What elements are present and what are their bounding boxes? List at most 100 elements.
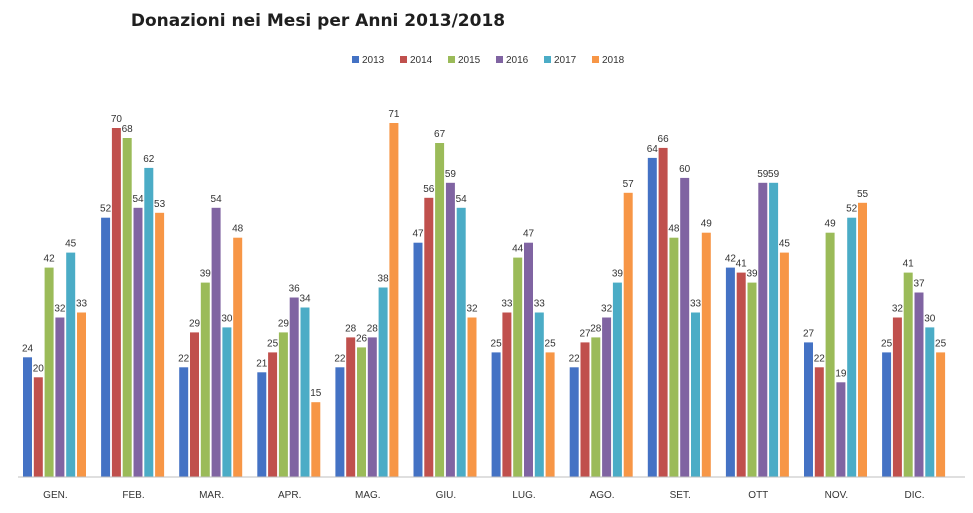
- bar-2014-5: [424, 197, 434, 478]
- bar-2018-6: [545, 352, 555, 477]
- value-label-2015-7: 28: [590, 323, 602, 334]
- value-label-2018-1: 53: [154, 199, 166, 210]
- legend-swatch-2015: [448, 56, 455, 63]
- chart-title: Donazioni nei Mesi per Anni 2013/2018: [131, 11, 505, 31]
- value-label-2013-11: 25: [881, 338, 893, 349]
- bar-2018-4: [389, 123, 399, 477]
- legend-label-2018: 2018: [602, 55, 625, 66]
- bar-2016-1: [133, 207, 143, 478]
- bar-2014-0: [33, 377, 43, 477]
- legend-label-2015: 2015: [458, 55, 481, 66]
- value-label-2016-8: 60: [679, 164, 691, 175]
- bar-2014-10: [814, 367, 824, 477]
- bar-2013-4: [335, 367, 345, 477]
- value-label-2015-1: 68: [122, 124, 134, 135]
- value-label-2017-3: 34: [299, 294, 311, 305]
- bar-2015-8: [669, 237, 679, 477]
- x-tick-label-10: NOV.: [825, 490, 849, 501]
- value-label-2016-2: 54: [211, 194, 223, 205]
- bar-2016-10: [836, 382, 846, 477]
- bar-2016-7: [602, 317, 612, 477]
- bar-2013-11: [882, 352, 892, 477]
- bar-2016-6: [524, 242, 533, 477]
- x-tick-label-11: DIC.: [905, 490, 925, 501]
- value-label-2016-5: 59: [445, 169, 457, 180]
- bar-2013-0: [23, 357, 32, 477]
- bar-2015-6: [513, 257, 523, 477]
- bar-2018-0: [77, 312, 86, 477]
- bar-2014-4: [346, 337, 356, 477]
- legend-label-2016: 2016: [506, 55, 529, 66]
- legend-swatch-2016: [496, 56, 503, 63]
- bar-2018-3: [311, 402, 321, 477]
- bar-2017-5: [456, 207, 466, 478]
- value-label-2014-6: 33: [501, 299, 513, 310]
- value-label-2013-4: 22: [334, 353, 346, 364]
- value-label-2014-4: 28: [345, 323, 357, 334]
- bar-2013-1: [101, 217, 111, 477]
- value-label-2016-11: 37: [913, 279, 925, 290]
- bar-2017-8: [691, 312, 700, 477]
- bar-2018-7: [623, 192, 633, 478]
- value-label-2018-10: 55: [857, 189, 869, 200]
- bar-2014-11: [892, 317, 902, 477]
- bar-2014-7: [580, 342, 590, 477]
- value-label-2015-2: 39: [200, 269, 212, 280]
- bar-2013-7: [569, 367, 579, 477]
- value-label-2018-8: 49: [701, 219, 713, 230]
- bar-2018-8: [701, 232, 711, 477]
- value-label-2016-10: 19: [835, 368, 847, 379]
- bar-2018-9: [779, 252, 789, 477]
- bar-2017-1: [144, 167, 154, 477]
- value-label-2015-5: 67: [434, 129, 446, 140]
- bar-2015-9: [747, 282, 757, 477]
- legend-swatch-2018: [592, 56, 599, 63]
- value-label-2013-7: 22: [569, 353, 581, 364]
- bar-2013-8: [647, 157, 657, 477]
- bar-2015-11: [903, 272, 913, 477]
- x-tick-label-5: GIU.: [436, 490, 457, 501]
- x-tick-label-1: FEB.: [122, 490, 144, 501]
- bar-2013-9: [725, 267, 735, 477]
- value-label-2016-0: 32: [54, 304, 66, 315]
- value-label-2016-9: 59: [757, 169, 769, 180]
- value-label-2016-1: 54: [132, 194, 144, 205]
- value-label-2018-6: 25: [545, 338, 557, 349]
- x-tick-label-6: LUG.: [512, 490, 535, 501]
- value-label-2014-3: 25: [267, 338, 279, 349]
- bar-2018-11: [936, 352, 946, 477]
- value-label-2017-11: 30: [924, 313, 936, 324]
- value-label-2014-2: 29: [189, 318, 201, 329]
- value-label-2013-10: 27: [803, 328, 815, 339]
- value-label-2018-7: 57: [623, 179, 635, 190]
- value-label-2017-1: 62: [143, 154, 155, 165]
- value-label-2016-3: 36: [289, 284, 301, 295]
- x-tick-label-7: AGO.: [590, 490, 615, 501]
- bar-2017-6: [534, 312, 544, 477]
- legend-swatch-2017: [544, 56, 551, 63]
- value-label-2013-0: 24: [22, 343, 34, 354]
- bar-2017-3: [300, 307, 310, 477]
- bar-2016-9: [758, 182, 768, 478]
- x-tick-label-8: SET.: [670, 490, 691, 501]
- value-label-2017-6: 33: [534, 299, 546, 310]
- value-label-2016-7: 32: [601, 304, 613, 315]
- bar-2013-10: [804, 342, 813, 477]
- bar-2013-5: [413, 242, 423, 477]
- value-label-2013-3: 21: [256, 358, 268, 369]
- value-label-2015-11: 41: [903, 259, 915, 270]
- value-label-2015-4: 26: [356, 333, 368, 344]
- bar-2017-9: [769, 182, 779, 478]
- x-tick-label-4: MAG.: [355, 490, 381, 501]
- value-label-2013-8: 64: [647, 144, 659, 155]
- value-label-2018-11: 25: [935, 338, 947, 349]
- x-axis-labels: GEN. FEB. MAR. APR. MAG. GIU. LUG. AGO. SET. OTT N…: [43, 490, 924, 501]
- value-label-2017-2: 30: [221, 313, 233, 324]
- value-label-2013-1: 52: [100, 204, 112, 215]
- bar-2018-10: [858, 202, 867, 478]
- value-label-2018-2: 48: [232, 224, 244, 235]
- bar-2017-11: [925, 327, 935, 477]
- value-label-2014-0: 20: [33, 363, 45, 374]
